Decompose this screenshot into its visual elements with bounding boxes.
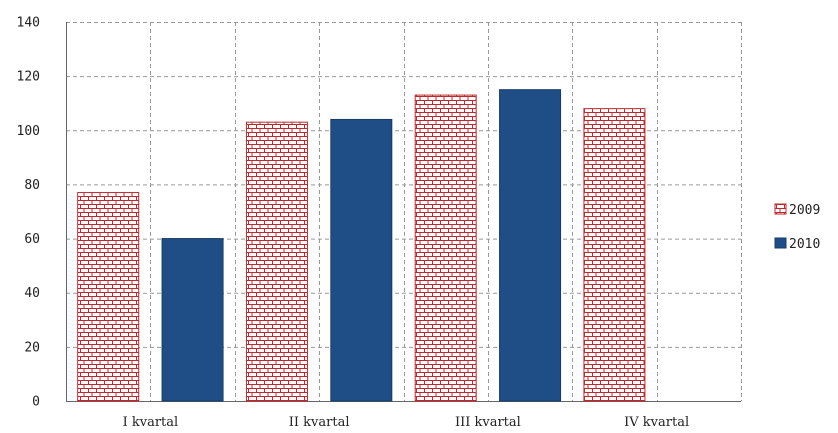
bar-2009-3 — [414, 94, 477, 402]
y-tick-label: 100 — [17, 124, 40, 139]
bar-2010-3 — [499, 89, 562, 402]
bar-2010-2 — [330, 118, 393, 402]
y-tick-label: 140 — [17, 16, 40, 31]
x-tick-label: III kvartal — [455, 415, 521, 430]
x-tick-label: I kvartal — [123, 415, 179, 430]
legend-label-2009: 2009 — [789, 203, 820, 218]
y-tick-label: 60 — [24, 232, 40, 247]
gridlines — [66, 22, 742, 401]
x-tick-label: IV kvartal — [624, 415, 689, 430]
y-tick-label: 40 — [24, 286, 40, 301]
bar-2009-1 — [77, 192, 140, 402]
y-tick-labels: 0 20 40 60 80 100 120 140 — [17, 16, 40, 410]
bars — [77, 89, 646, 402]
legend-label-2010: 2010 — [789, 237, 820, 252]
y-tick-label: 120 — [17, 70, 40, 85]
bar-2009-4 — [583, 108, 646, 402]
legend-swatch-2009 — [774, 203, 787, 215]
y-tick-label: 20 — [24, 340, 40, 355]
x-tick-labels: I kvartal II kvartal III kvartal IV kvartal — [123, 415, 690, 430]
y-tick-label: 0 — [32, 395, 40, 410]
x-tick-label: II kvartal — [289, 415, 350, 430]
bar-2010-1 — [161, 238, 224, 402]
legend-swatch-2010 — [774, 237, 787, 249]
bar-2009-2 — [245, 121, 308, 402]
legend: 2009 2010 — [774, 203, 820, 252]
y-tick-label: 80 — [24, 178, 40, 193]
